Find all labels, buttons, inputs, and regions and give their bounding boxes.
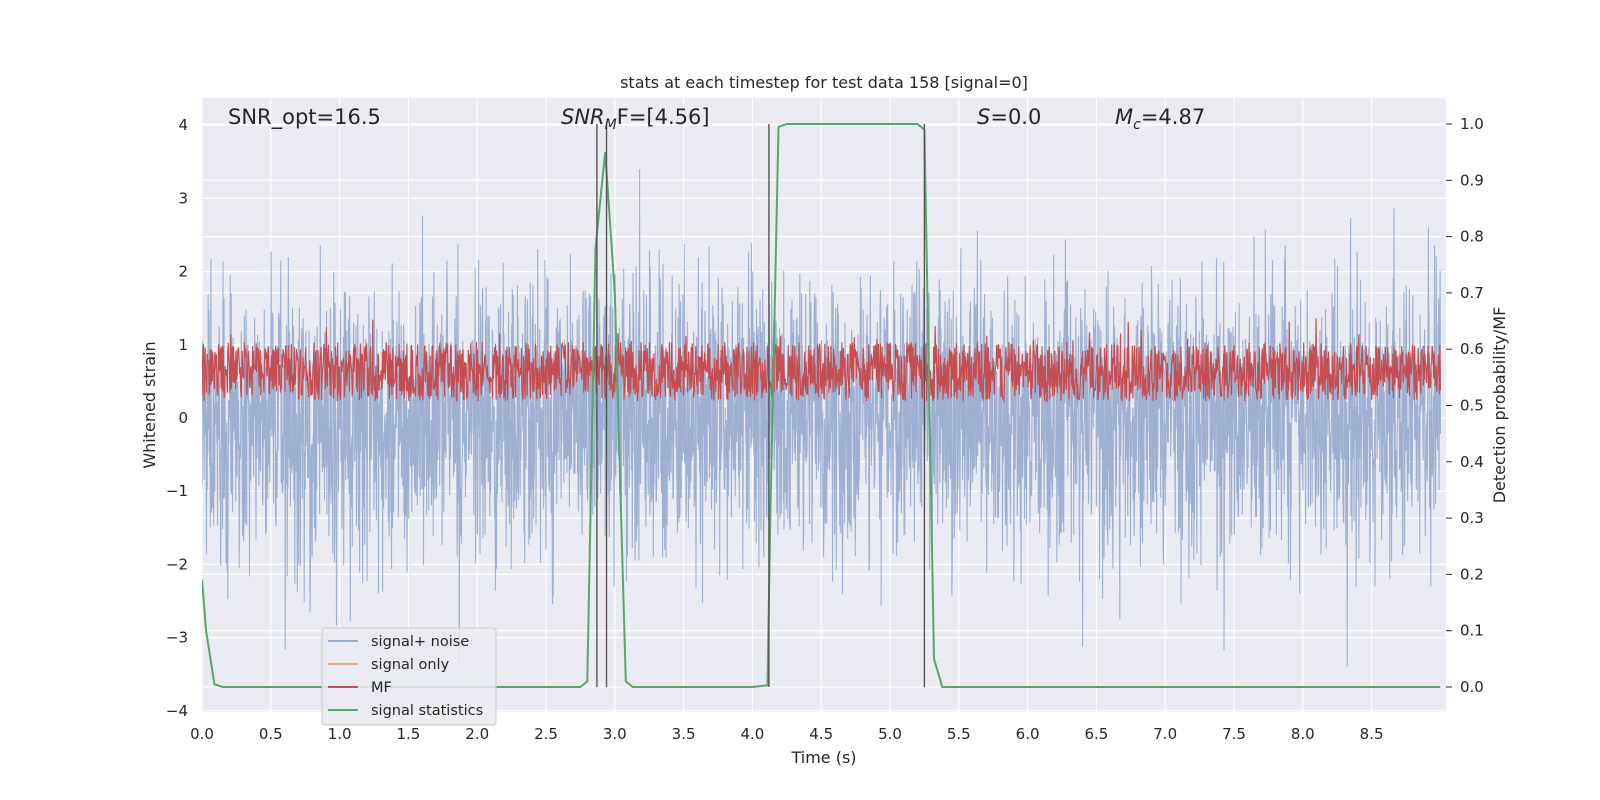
x-tick-label: 1.5 [396, 725, 420, 743]
legend-box [321, 627, 497, 726]
x-tick-label: 0.5 [259, 725, 283, 743]
y2-tick-label: 0.6 [1460, 340, 1484, 358]
x-tick-label: 6.0 [1016, 725, 1040, 743]
y-tick-label: −4 [166, 702, 188, 720]
y2-tick-label: 0.4 [1460, 453, 1484, 471]
x-tick-label: 3.5 [672, 725, 696, 743]
y2-axis-label: Detection probability/MF [1490, 307, 1509, 504]
y2-tick-label: 0.8 [1460, 228, 1484, 246]
y-tick-label: 1 [178, 336, 188, 354]
legend-label-signal-statistics: signal statistics [371, 703, 483, 719]
mc-annotation: Mc=4.87 [1115, 105, 1205, 133]
y2-tick-label: 0.0 [1460, 678, 1484, 696]
y2-tick-label: 1.0 [1460, 115, 1484, 133]
y-axis-right: 1.0 0.9 0.8 0.7 0.6 0.5 0.4 0.3 0.2 0.1 0.0 [1446, 115, 1484, 696]
x-tick-label: 5.0 [878, 725, 902, 743]
y-axis-label: Whitened strain [140, 341, 159, 468]
y-tick-label: −2 [166, 555, 188, 573]
y-tick-label: 2 [178, 263, 188, 281]
x-tick-label: 4.0 [740, 725, 764, 743]
x-axis: 0.0 0.5 1.0 1.5 2.0 2.5 3.0 3.5 4.0 4.5 5.0 5.5 6.0 6… [190, 725, 1383, 743]
legend-label-signal-noise: signal+ noise [371, 634, 469, 650]
x-tick-label: 8.0 [1291, 725, 1315, 743]
y2-tick-label: 0.7 [1460, 284, 1484, 302]
snr-mf-annotation: SNRMF=[4.56] [561, 105, 710, 133]
y-tick-label: 0 [178, 409, 188, 427]
y-tick-label: 4 [178, 116, 188, 134]
vertical-markers [596, 124, 926, 687]
y-axis-left: 4 3 2 1 0 −1 −2 −3 −4 [166, 116, 188, 720]
y-tick-label: −1 [166, 482, 188, 500]
series-mf [202, 318, 1441, 404]
s-annotation: S=0.0 [977, 105, 1041, 129]
y2-tick-label: 0.9 [1460, 171, 1484, 189]
x-tick-label: 4.5 [809, 725, 833, 743]
legend-label-mf: MF [371, 680, 392, 696]
x-tick-label: 2.0 [465, 725, 489, 743]
x-tick-label: 1.0 [328, 725, 352, 743]
x-tick-label: 6.5 [1084, 725, 1108, 743]
x-tick-label: 7.0 [1153, 725, 1177, 743]
y2-tick-label: 0.2 [1460, 565, 1484, 583]
y2-tick-label: 0.1 [1460, 622, 1484, 640]
x-tick-label: 0.0 [190, 725, 214, 743]
y2-tick-label: 0.3 [1460, 509, 1484, 527]
y-tick-label: 3 [178, 189, 188, 207]
x-tick-label: 3.0 [603, 725, 627, 743]
legend: signal+ noise signal only MF signal stat… [321, 627, 497, 726]
x-axis-label: Time (s) [790, 748, 856, 767]
legend-label-signal-only: signal only [371, 657, 450, 673]
y-tick-label: −3 [166, 629, 188, 647]
snr-opt-annotation: SNR_opt=16.5 [228, 105, 381, 130]
y2-tick-label: 0.5 [1460, 397, 1484, 415]
series-signal-noise [202, 169, 1441, 667]
x-tick-label: 5.5 [947, 725, 971, 743]
x-tick-label: 7.5 [1222, 725, 1246, 743]
x-tick-label: 2.5 [534, 725, 558, 743]
chart-title: stats at each timestep for test data 158… [620, 73, 1028, 92]
x-tick-label: 8.5 [1360, 725, 1384, 743]
